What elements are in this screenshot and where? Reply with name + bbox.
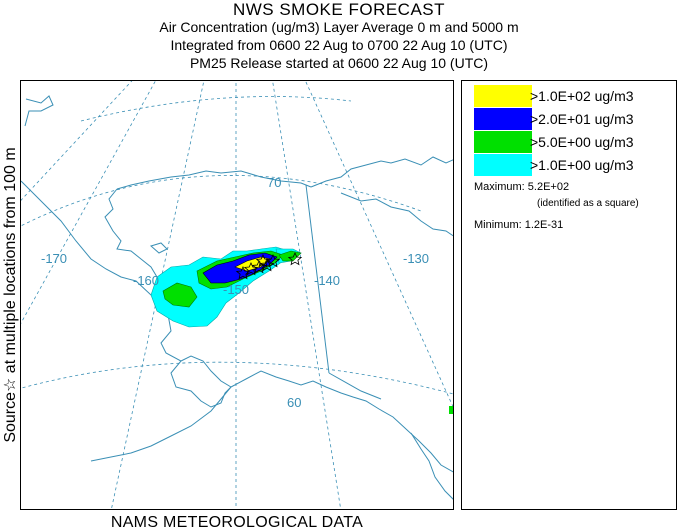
maximum-note: (identified as a square) — [537, 198, 639, 209]
coastlines — [21, 95, 453, 500]
canada-alaska-border — [305, 184, 330, 374]
st-lawrence-island — [149, 242, 168, 254]
source-side-label-text: Source☆ at multiple locations from 100 m — [2, 147, 19, 443]
panhandle-coast — [410, 432, 453, 500]
gulf-of-alaska-coast — [230, 370, 453, 473]
legend-label: >5.0E+00 ug/m3 — [530, 134, 634, 150]
north-slope-coast — [116, 170, 312, 190]
edge-plume-fragment — [449, 406, 453, 414]
longitude-line-180 — [21, 81, 133, 201]
legend-label: >1.0E+00 ug/m3 — [530, 157, 634, 173]
minimum-value: Minimum: 1.2E-31 — [474, 219, 564, 231]
legend-swatch-green — [474, 131, 532, 153]
map-frame: 70 60 -170 -160 -150 -140 -130 — [20, 80, 454, 510]
source-star-2 — [259, 258, 275, 272]
aleutian-chain — [90, 386, 232, 462]
longitude-line-170 — [21, 81, 156, 324]
release-start-subtitle: PM25 Release started at 0600 22 Aug 10 (… — [189, 55, 489, 71]
source-markers — [235, 252, 303, 280]
legend-label: >2.0E+01 ug/m3 — [530, 111, 634, 127]
latitude-line-80 — [80, 96, 352, 122]
source-star-3 — [251, 260, 267, 274]
alaska-map: 70 60 -170 -160 -150 -140 -130 — [21, 81, 453, 509]
grid-label-lat70: 70 — [267, 175, 281, 190]
source-star-5 — [235, 266, 251, 280]
integration-period-subtitle: Integrated from 0600 22 Aug to 0700 22 A… — [170, 37, 508, 53]
source-side-label: Source☆ at multiple locations from 100 m — [0, 80, 20, 510]
border-southeast — [328, 372, 382, 400]
grid-label-lat60: 60 — [287, 395, 301, 410]
legend-swatch-cyan — [474, 154, 532, 176]
grid-label-lon140: -140 — [314, 273, 340, 288]
latitude-line-60 — [21, 361, 453, 395]
legend-label: >1.0E+02 ug/m3 — [530, 88, 634, 104]
arctic-islands-coast — [310, 156, 453, 188]
grid-label-lon170: -170 — [41, 251, 67, 266]
plume-green-west — [162, 282, 198, 308]
chukotka-coast — [24, 95, 54, 127]
meteorological-data-footer: NAMS METEOROLOGICAL DATA — [110, 514, 364, 531]
maximum-value: Maximum: 5.2E+02 — [474, 181, 570, 193]
concentration-layer-subtitle: Air Concentration (ug/m3) Layer Average … — [159, 19, 519, 35]
longitude-line-140 — [272, 81, 342, 509]
source-star-1 — [287, 252, 303, 266]
legend-swatch-yellow — [474, 85, 532, 107]
bering-coast — [160, 308, 232, 408]
legend-panel: >1.0E+02 ug/m3 >2.0E+01 ug/m3 >5.0E+00 u… — [461, 80, 677, 510]
graticule — [21, 81, 453, 509]
source-star-4 — [243, 262, 259, 276]
legend-swatch-blue — [474, 108, 532, 130]
longitude-line-130 — [305, 81, 453, 408]
grid-label-lon130: -130 — [403, 251, 429, 266]
grid-label-lon160: -160 — [133, 273, 159, 288]
siberia-coast — [21, 180, 162, 304]
grid-label-lon150: -150 — [223, 282, 249, 297]
mackenzie-coast — [340, 192, 453, 237]
source-star-7 — [255, 254, 271, 268]
map-title: NWS SMOKE FORECAST — [232, 0, 446, 19]
bristol-bay-coast — [180, 355, 232, 388]
latitude-line-70 — [21, 175, 422, 227]
